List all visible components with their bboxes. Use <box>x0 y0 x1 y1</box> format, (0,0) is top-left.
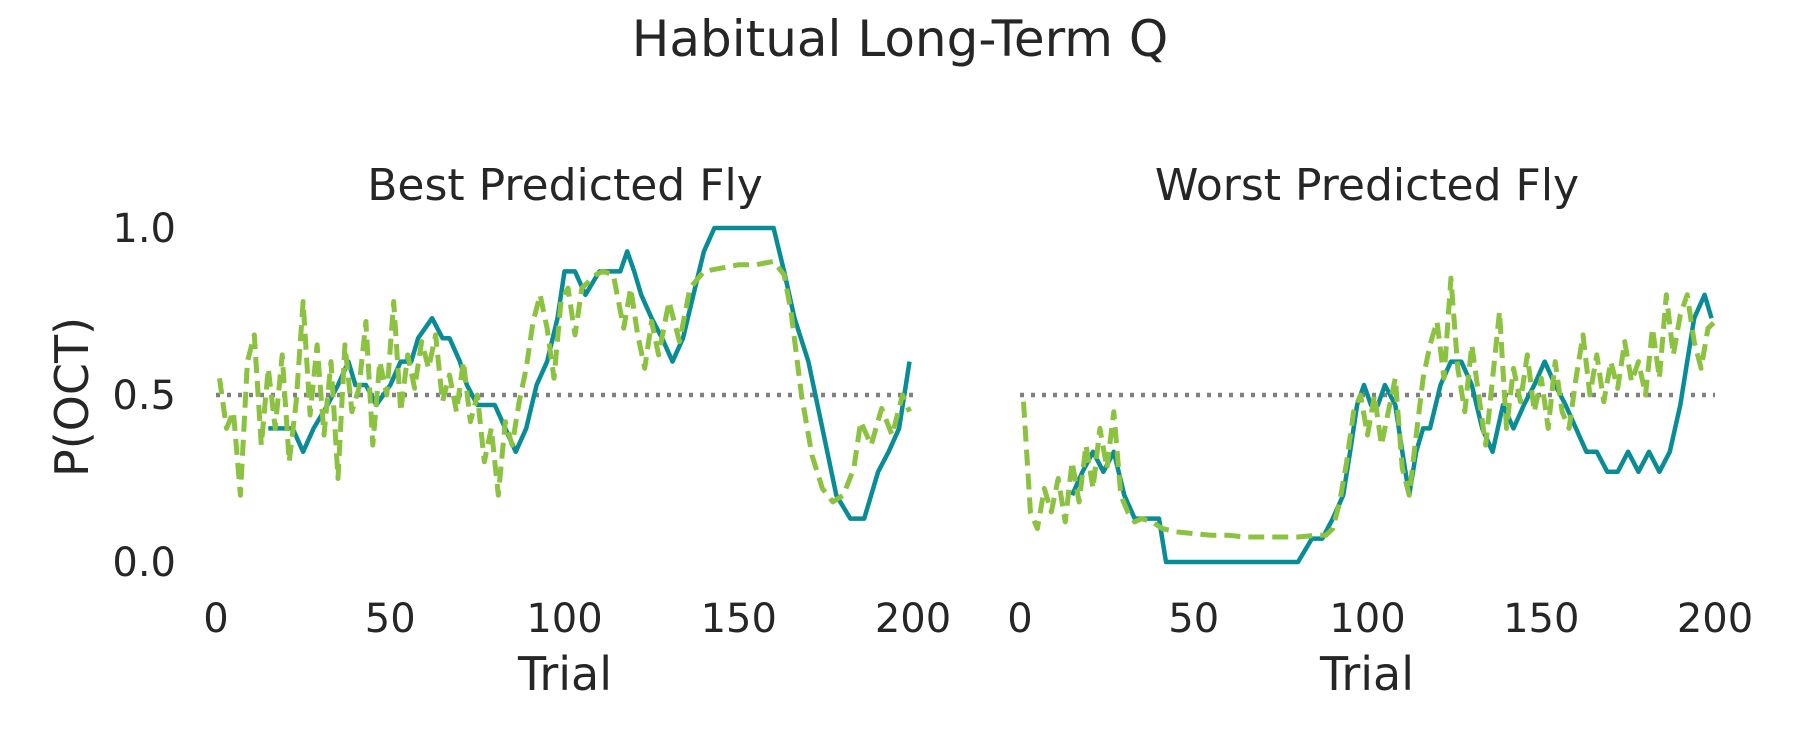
ticks-worst: 0 50 100 150 200 <box>1007 596 1753 642</box>
y-tick-label: 1.0 <box>112 206 176 252</box>
x-tick-label: 50 <box>365 596 416 642</box>
x-tick-label: 50 <box>1168 596 1219 642</box>
x-tick-label: 0 <box>1007 596 1032 642</box>
model-prediction-line <box>1021 275 1717 540</box>
observed-choice-line <box>268 225 912 521</box>
panel-title-best: Best Predicted Fly <box>367 160 763 211</box>
x-tick-label: 150 <box>701 596 777 642</box>
x-axis-label-worst: Trial <box>1319 647 1414 701</box>
x-tick-label: 150 <box>1503 596 1579 642</box>
observed-choice-line <box>1070 292 1714 565</box>
model-prediction-line <box>217 258 912 505</box>
plot-area-worst <box>1020 275 1717 565</box>
panel-best-predicted-fly: Best Predicted Fly Trial P(OCT) 0 50 100 15… <box>45 160 951 701</box>
x-tick-label: 100 <box>526 596 602 642</box>
x-tick-label: 200 <box>1677 596 1753 642</box>
figure-title: Habitual Long-Term Q <box>632 10 1168 68</box>
x-axis-label-best: Trial <box>517 647 612 701</box>
plot-area-best <box>216 225 913 521</box>
y-axis-label: P(OCT) <box>45 317 99 477</box>
panel-worst-predicted-fly: Worst Predicted Fly Trial 0 50 100 150 200 <box>1007 160 1753 701</box>
x-tick-label: 0 <box>203 596 228 642</box>
panel-title-worst: Worst Predicted Fly <box>1155 160 1579 211</box>
x-tick-label: 100 <box>1329 596 1405 642</box>
y-tick-label: 0.0 <box>112 540 176 586</box>
x-tick-label: 200 <box>875 596 951 642</box>
ticks-best: 0 50 100 150 200 0.0 0.5 1.0 <box>112 206 951 642</box>
y-tick-label: 0.5 <box>112 373 176 419</box>
